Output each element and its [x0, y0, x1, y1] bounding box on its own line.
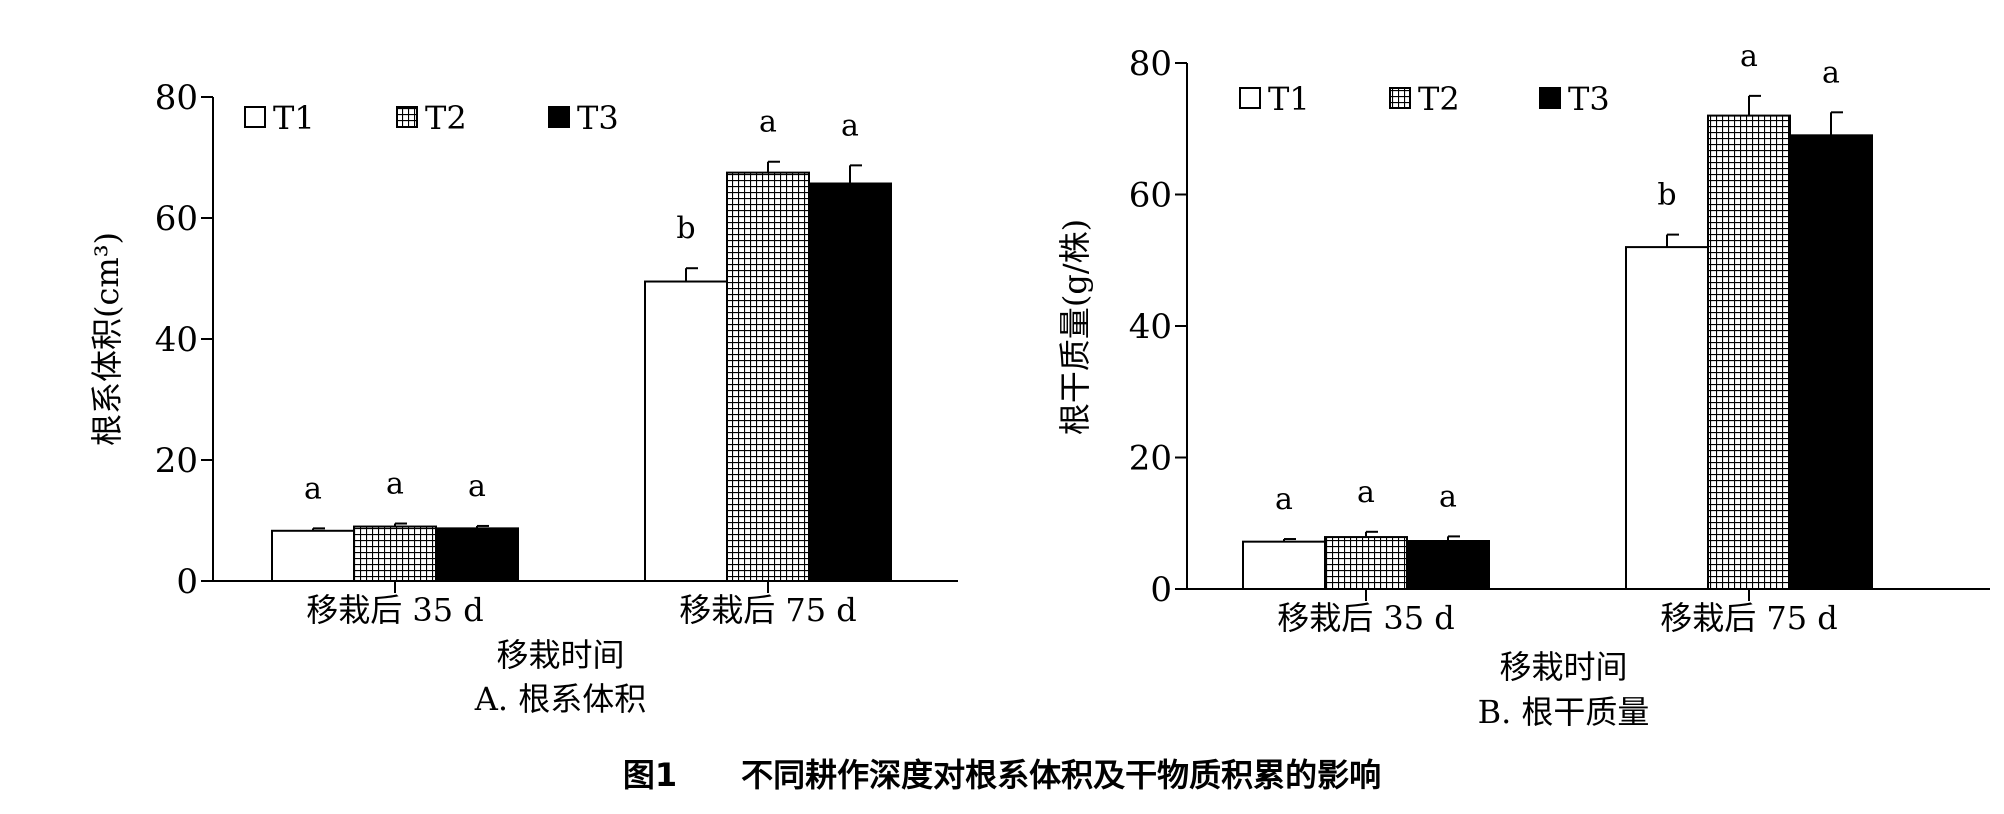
- legend-label: T3: [577, 99, 619, 137]
- bar-t3: [435, 527, 519, 582]
- panel-caption: B. 根干质量: [1478, 693, 1650, 731]
- significance-letter: b: [1657, 178, 1676, 213]
- legend-swatch: [1239, 87, 1261, 109]
- significance-letter: a: [841, 108, 859, 143]
- figure-caption: 图1 不同耕作深度对根系体积及干物质积累的影响: [622, 756, 1382, 794]
- y-axis-title: 根干质量(g/株): [1056, 219, 1094, 435]
- bar-t2: [726, 171, 810, 582]
- bar-t1: [271, 529, 355, 582]
- y-tick-label: 80: [1129, 44, 1172, 84]
- y-tick-label: 40: [1129, 307, 1172, 347]
- bar-t3: [808, 182, 892, 582]
- y-tick-label: 0: [1150, 570, 1172, 610]
- legend-label: T1: [1268, 80, 1310, 118]
- significance-letter: a: [1357, 475, 1375, 510]
- bar-t2: [1324, 536, 1408, 590]
- x-tick-label: 移栽后 35 d: [1277, 599, 1455, 637]
- bar-t2: [1707, 114, 1791, 590]
- y-tick-label: 20: [155, 441, 198, 481]
- significance-letter: a: [1822, 55, 1840, 90]
- legend-label: T1: [273, 99, 315, 137]
- legend-swatch: [1389, 87, 1411, 109]
- y-tick-label: 60: [155, 199, 198, 239]
- significance-letter: b: [676, 211, 695, 246]
- x-axis-title: 移栽时间: [496, 636, 624, 674]
- y-tick-label: 80: [155, 78, 198, 118]
- x-tick-label: 移栽后 75 d: [679, 591, 857, 629]
- y-tick-label: 40: [155, 320, 198, 360]
- bar-t1: [1625, 246, 1709, 590]
- bar-t2: [353, 525, 437, 582]
- y-tick-label: 0: [176, 562, 198, 602]
- bar-t3: [1406, 540, 1490, 591]
- legend-swatch: [548, 106, 570, 128]
- legend-label: T2: [425, 99, 467, 137]
- y-tick-label: 20: [1129, 439, 1172, 479]
- chart-a: 0 20 40 60 80 移栽后 35 d 移栽后 75 d a b a a a a T1 T2 T3 根系体…: [88, 78, 958, 718]
- significance-letter: a: [1275, 482, 1293, 517]
- y-tick-label: 60: [1129, 176, 1172, 216]
- chart-b: 0 20 40 60 80 移栽后 35 d 移栽后 75 d a b a a a a T1 T2 T3 根干质…: [1056, 39, 1990, 731]
- y-axis-title: 根系体积(cm³): [88, 232, 126, 446]
- panel-caption: A. 根系体积: [474, 680, 646, 718]
- significance-letter: a: [1740, 39, 1758, 74]
- x-axis-title: 移栽时间: [1499, 648, 1627, 686]
- bar-t1: [1242, 540, 1326, 590]
- legend-label: T3: [1568, 80, 1610, 118]
- x-tick-label: 移栽后 75 d: [1660, 599, 1838, 637]
- legend-swatch: [244, 106, 266, 128]
- significance-letter: a: [1439, 479, 1457, 514]
- significance-letter: a: [759, 105, 777, 140]
- significance-letter: a: [386, 467, 404, 502]
- significance-letter: a: [304, 471, 322, 506]
- bar-t3: [1789, 134, 1873, 590]
- legend-swatch: [1539, 87, 1561, 109]
- x-tick-label: 移栽后 35 d: [306, 591, 484, 629]
- legend-swatch: [396, 106, 418, 128]
- significance-letter: a: [468, 469, 486, 504]
- legend-label: T2: [1418, 80, 1460, 118]
- bar-t1: [644, 280, 728, 582]
